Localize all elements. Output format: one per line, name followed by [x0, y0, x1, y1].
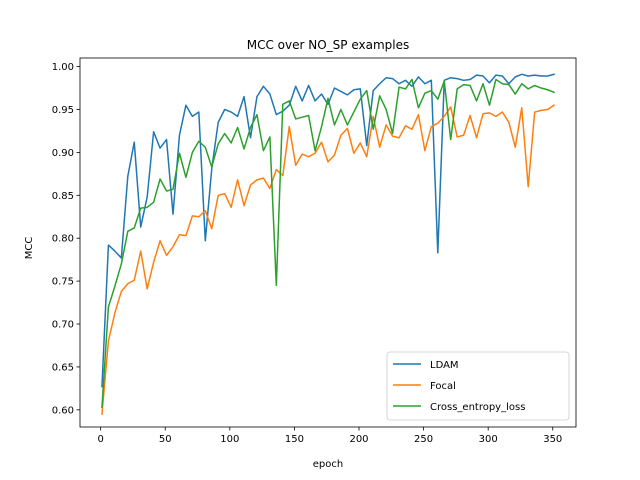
x-tick-label: 200	[349, 434, 368, 445]
legend-label: LDAM	[430, 360, 459, 371]
plot-area	[79, 57, 577, 428]
legend: LDAM Focal Cross_entropy_loss	[386, 351, 570, 421]
legend-label: Cross_entropy_loss	[430, 402, 525, 413]
legend-label: Focal	[430, 381, 456, 392]
x-tick-label: 100	[220, 434, 239, 445]
axes-frame	[79, 57, 577, 428]
y-tick-label: 0.60	[52, 405, 74, 416]
y-tick-label: 0.85	[52, 191, 74, 202]
x-tick-label: 250	[414, 434, 433, 445]
y-tick-label: 1.00	[52, 62, 74, 73]
chart-title: MCC over NO_SP examples	[247, 38, 410, 52]
x-axis: 0 50 100 150 200 250 300 350	[97, 427, 562, 445]
y-tick-label: 0.90	[52, 148, 74, 159]
y-tick-label: 0.70	[52, 320, 74, 331]
x-axis-label: epoch	[313, 459, 343, 470]
series-line-cross-entropy-loss	[101, 78, 556, 409]
y-tick-label: 0.80	[52, 234, 74, 245]
y-tick-label: 0.75	[52, 277, 74, 288]
y-axis: 0.60 0.65 0.70 0.75 0.80 0.85 0.90 0.95 1.00	[52, 62, 80, 416]
x-tick-label: 50	[159, 434, 172, 445]
y-tick-label: 0.65	[52, 362, 74, 373]
x-tick-label: 350	[543, 434, 562, 445]
y-tick-label: 0.95	[52, 105, 74, 116]
legend-box	[386, 351, 570, 421]
y-axis-label: MCC	[24, 237, 35, 260]
x-tick-label: 0	[97, 434, 103, 445]
x-tick-label: 300	[479, 434, 498, 445]
series-line-focal	[101, 104, 556, 415]
x-tick-label: 150	[285, 434, 304, 445]
